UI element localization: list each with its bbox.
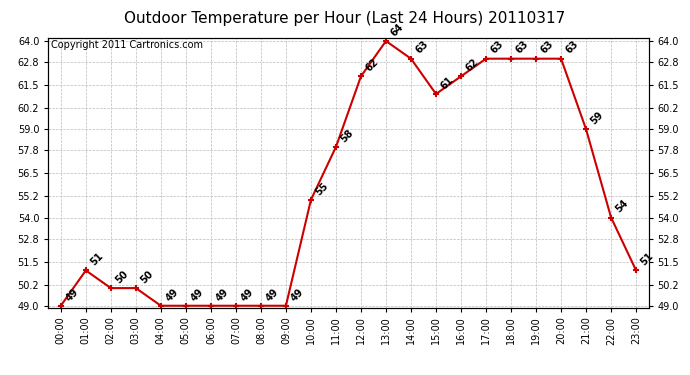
- Text: 64: 64: [388, 22, 405, 38]
- Text: 51: 51: [639, 251, 656, 268]
- Text: 55: 55: [314, 180, 331, 197]
- Text: 49: 49: [239, 286, 255, 303]
- Text: 49: 49: [164, 286, 180, 303]
- Text: 63: 63: [489, 39, 505, 56]
- Text: Copyright 2011 Cartronics.com: Copyright 2011 Cartronics.com: [51, 40, 204, 50]
- Text: 49: 49: [214, 286, 230, 303]
- Text: 63: 63: [564, 39, 580, 56]
- Text: 62: 62: [364, 57, 380, 74]
- Text: 63: 63: [539, 39, 555, 56]
- Text: 54: 54: [614, 198, 631, 215]
- Text: 49: 49: [63, 286, 80, 303]
- Text: 51: 51: [88, 251, 105, 268]
- Text: 49: 49: [188, 286, 205, 303]
- Text: 58: 58: [339, 128, 355, 144]
- Text: 49: 49: [264, 286, 280, 303]
- Text: 50: 50: [114, 269, 130, 285]
- Text: 63: 63: [514, 39, 531, 56]
- Text: 63: 63: [414, 39, 431, 56]
- Text: 62: 62: [464, 57, 480, 74]
- Text: 59: 59: [589, 110, 605, 126]
- Text: Outdoor Temperature per Hour (Last 24 Hours) 20110317: Outdoor Temperature per Hour (Last 24 Ho…: [124, 11, 566, 26]
- Text: 61: 61: [439, 75, 455, 91]
- Text: 50: 50: [139, 269, 155, 285]
- Text: 49: 49: [288, 286, 305, 303]
